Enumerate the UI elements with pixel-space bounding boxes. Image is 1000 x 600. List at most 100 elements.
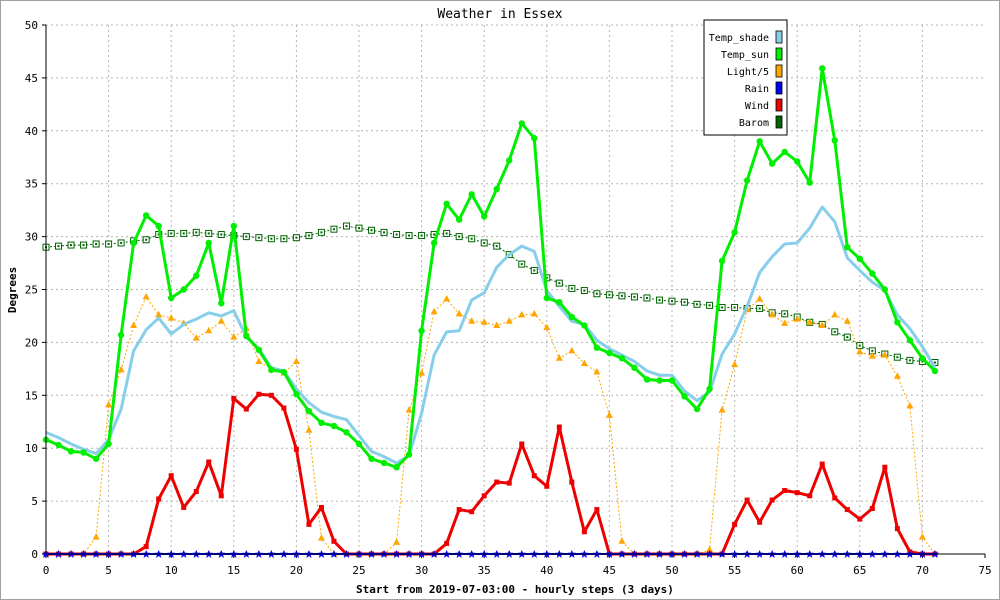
data-point-temp-sun (130, 239, 137, 247)
data-point-wind (869, 506, 875, 512)
data-point-temp-sun (55, 441, 62, 449)
data-point-barom-core (833, 330, 836, 333)
legend-label-barom: Barom (739, 118, 769, 129)
data-point-barom-core (320, 231, 323, 234)
data-point-temp-sun (768, 160, 776, 167)
data-point-barom-core (783, 312, 786, 315)
legend-label-light-5: Light/5 (727, 67, 769, 78)
x-tick-label: 25 (352, 564, 365, 577)
data-point-temp-sun (756, 138, 763, 145)
data-point-wind (819, 461, 825, 467)
data-point-temp-sun (931, 367, 939, 375)
data-point-temp-sun (919, 355, 926, 362)
data-point-temp-sun (693, 405, 701, 413)
data-point-barom-core (520, 263, 523, 266)
data-point-temp-sun (343, 429, 350, 436)
data-point-light-5 (768, 310, 776, 318)
data-point-barom-core (95, 243, 98, 246)
data-point-light-5 (918, 533, 926, 540)
data-point-temp-sun (869, 270, 876, 277)
data-point-temp-sun (831, 137, 838, 144)
data-point-light-5 (806, 318, 814, 325)
data-point-temp-sun (518, 120, 525, 127)
data-point-barom-core (533, 269, 536, 272)
data-point-barom-core (908, 359, 911, 362)
data-point-temp-sun (105, 440, 112, 448)
data-point-wind (293, 446, 299, 452)
data-point-barom-core (633, 295, 636, 298)
data-point-temp-sun (794, 158, 801, 165)
data-point-light-5 (843, 317, 851, 324)
data-point-wind (857, 516, 863, 522)
data-point-barom-core (145, 238, 148, 241)
data-point-light-5 (142, 292, 150, 300)
data-point-temp-sun (856, 255, 863, 263)
data-point-temp-sun (718, 257, 726, 265)
data-point-wind (481, 493, 487, 499)
data-point-temp-sun (117, 331, 125, 339)
data-point-temp-sun (743, 177, 751, 184)
data-point-barom-core (733, 306, 736, 309)
y-tick-label: 30 (25, 231, 38, 244)
x-tick-label: 20 (290, 564, 303, 577)
data-point-barom-core (420, 234, 423, 237)
data-point-barom-core (82, 244, 85, 247)
data-point-light-5 (580, 359, 588, 367)
data-point-temp-sun (318, 419, 325, 427)
data-point-wind (782, 488, 788, 494)
data-point-barom-core (433, 233, 436, 236)
data-point-temp-sun (706, 385, 713, 393)
data-point-barom-core (896, 356, 899, 359)
data-point-barom-core (671, 300, 673, 303)
data-point-wind (807, 493, 813, 499)
data-point-light-5 (893, 372, 901, 379)
data-point-light-5 (155, 310, 163, 318)
data-point-wind (218, 493, 224, 499)
legend-swatch-wind (775, 98, 783, 112)
data-point-temp-sun (293, 391, 300, 398)
y-tick-label: 45 (25, 72, 38, 85)
data-point-temp-sun (218, 300, 225, 307)
axis-ticks: 0 5 10 15 20 25 30 35 40 45 50 0 5 10 15 20 25 30 35 40 45 50… (25, 19, 992, 577)
data-point-barom-core (445, 232, 448, 235)
data-point-temp-sun (380, 459, 388, 467)
data-point-wind (268, 392, 274, 398)
x-tick-label: 40 (540, 564, 553, 577)
data-point-light-5 (305, 426, 313, 433)
data-point-barom-core (120, 241, 123, 244)
data-point-wind (594, 507, 600, 513)
data-point-light-5 (255, 357, 263, 364)
data-point-barom-core (858, 344, 861, 347)
data-point-light-5 (906, 401, 914, 409)
data-point-wind (882, 464, 888, 470)
data-point-light-5 (593, 368, 601, 375)
data-point-wind (156, 496, 162, 502)
data-point-wind (744, 497, 750, 503)
data-point-barom-core (170, 232, 173, 235)
data-point-barom-core (495, 245, 498, 248)
legend-swatch-temp-sun (775, 47, 783, 61)
data-point-wind (281, 405, 287, 411)
data-point-light-5 (292, 357, 300, 364)
data-point-wind (506, 480, 512, 486)
data-point-light-5 (530, 309, 538, 317)
data-point-temp-sun (230, 222, 237, 230)
data-point-wind (318, 504, 324, 510)
data-point-wind (243, 406, 249, 412)
data-point-light-5 (230, 333, 238, 340)
y-tick-label: 50 (25, 19, 38, 32)
data-point-temp-sun (643, 376, 651, 383)
data-point-temp-sun (593, 344, 601, 351)
data-point-wind (456, 507, 462, 513)
data-point-light-5 (493, 321, 501, 328)
x-tick-label: 55 (728, 564, 741, 577)
data-point-barom-core (220, 233, 223, 236)
data-point-barom-core (295, 236, 298, 239)
data-point-temp-sun (418, 327, 425, 334)
data-point-temp-sun (393, 464, 400, 471)
x-tick-label: 65 (853, 564, 866, 577)
legend-label-wind: Wind (745, 101, 769, 112)
data-point-light-5 (455, 309, 463, 317)
data-point-light-5 (781, 319, 789, 326)
data-point-temp-sun (906, 337, 914, 344)
